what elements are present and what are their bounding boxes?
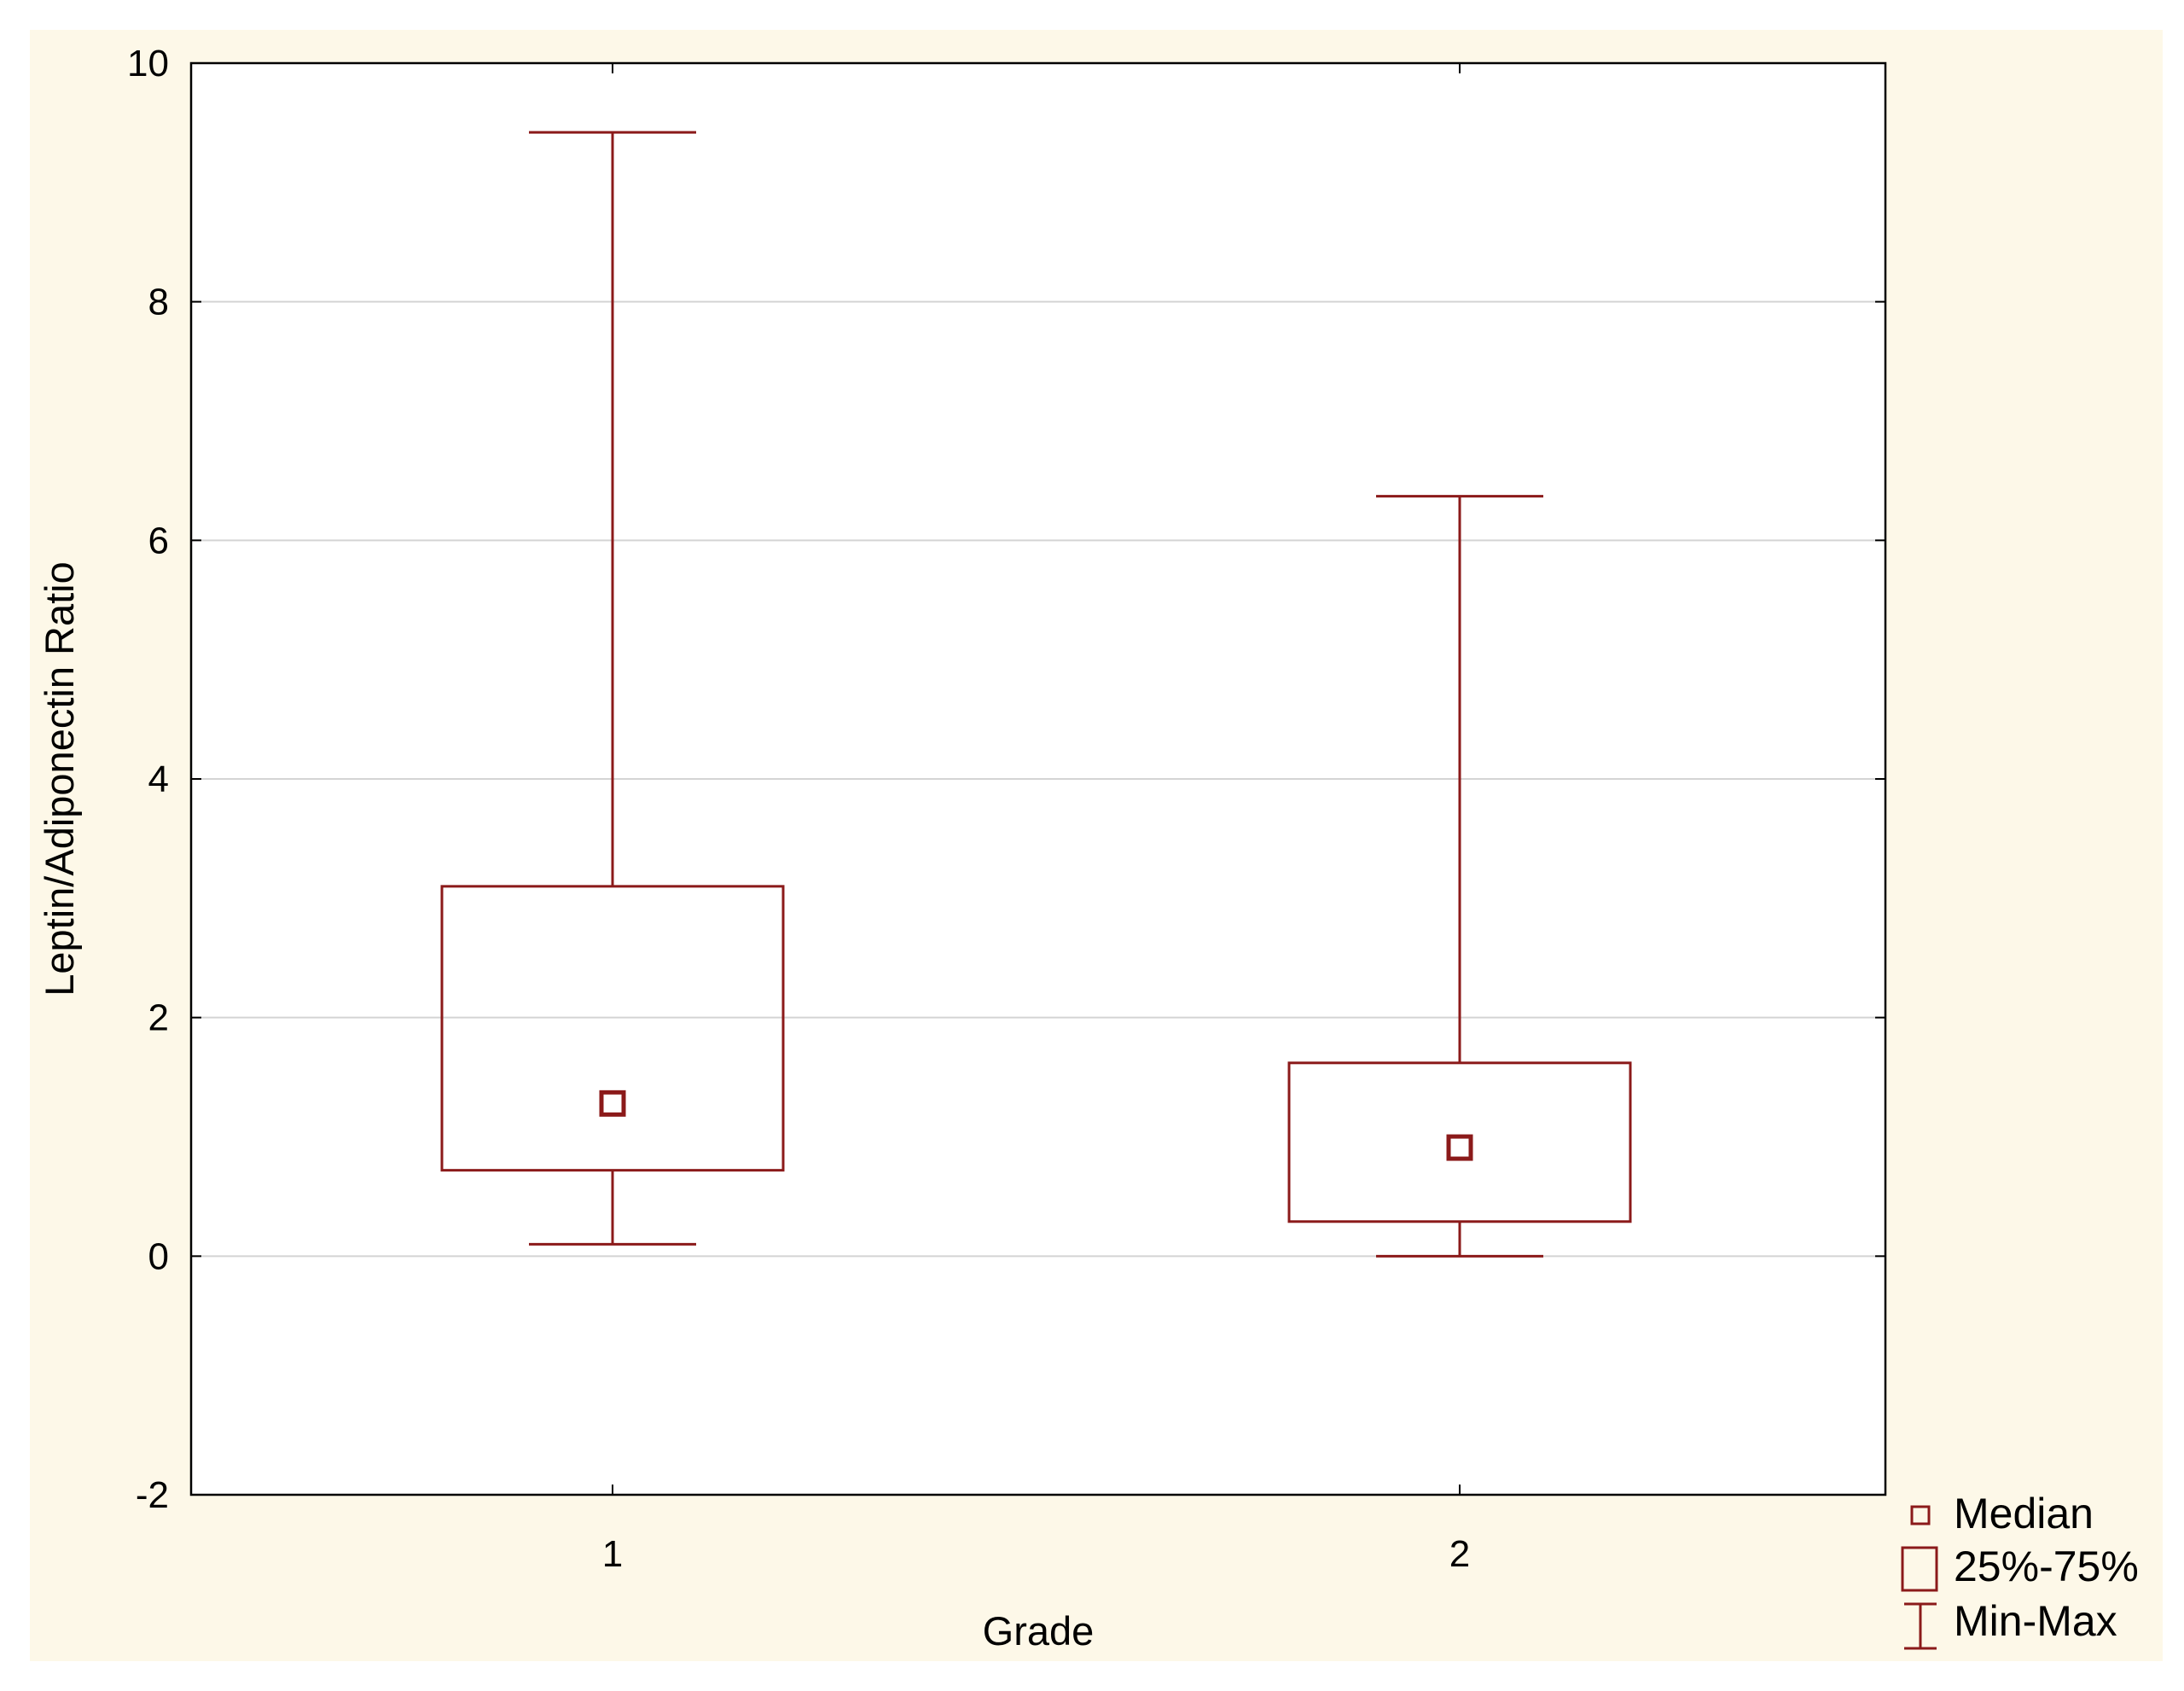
legend-whisker-marker	[1904, 1602, 1937, 1650]
y-axis-title: Leptin/Adiponectin Ratio	[37, 561, 82, 997]
y-tick-label-8: 8	[148, 282, 169, 323]
median-marker-2	[1446, 1134, 1473, 1161]
legend-median-marker	[1910, 1505, 1931, 1525]
y-tick-label-2: 2	[148, 997, 169, 1039]
legend-whisker-label: Min-Max	[1954, 1597, 2117, 1645]
y-tick-label-10: 10	[127, 43, 169, 84]
box-series	[440, 131, 1632, 1258]
x-axis-title: Grade	[983, 1608, 1095, 1653]
box-group-grade-2	[1287, 495, 1632, 1258]
x-tick-label-2: 2	[1449, 1533, 1470, 1575]
x-tick-label-1: 1	[602, 1533, 623, 1575]
box-iqr-2	[1287, 1061, 1632, 1223]
plot-frame	[189, 61, 1887, 1496]
y-axis-ticks: -2 0 2 4 6 8 10	[127, 43, 1885, 1516]
box-group-grade-1	[440, 131, 785, 1246]
y-tick-label-0: 0	[148, 1235, 169, 1277]
legend-box-marker	[1901, 1546, 1938, 1592]
y-tick-label--2: -2	[136, 1474, 169, 1516]
legend-median-label: Median	[1954, 1490, 2094, 1537]
box-iqr-1	[440, 885, 785, 1172]
y-tick-label-6: 6	[148, 520, 169, 561]
legend: Median 25%-75% Min-Max	[1901, 1490, 2139, 1650]
legend-box-label: 25%-75%	[1954, 1543, 2139, 1590]
y-tick-label-4: 4	[148, 758, 169, 800]
median-marker-1	[599, 1090, 626, 1117]
gridlines	[191, 300, 1885, 1258]
